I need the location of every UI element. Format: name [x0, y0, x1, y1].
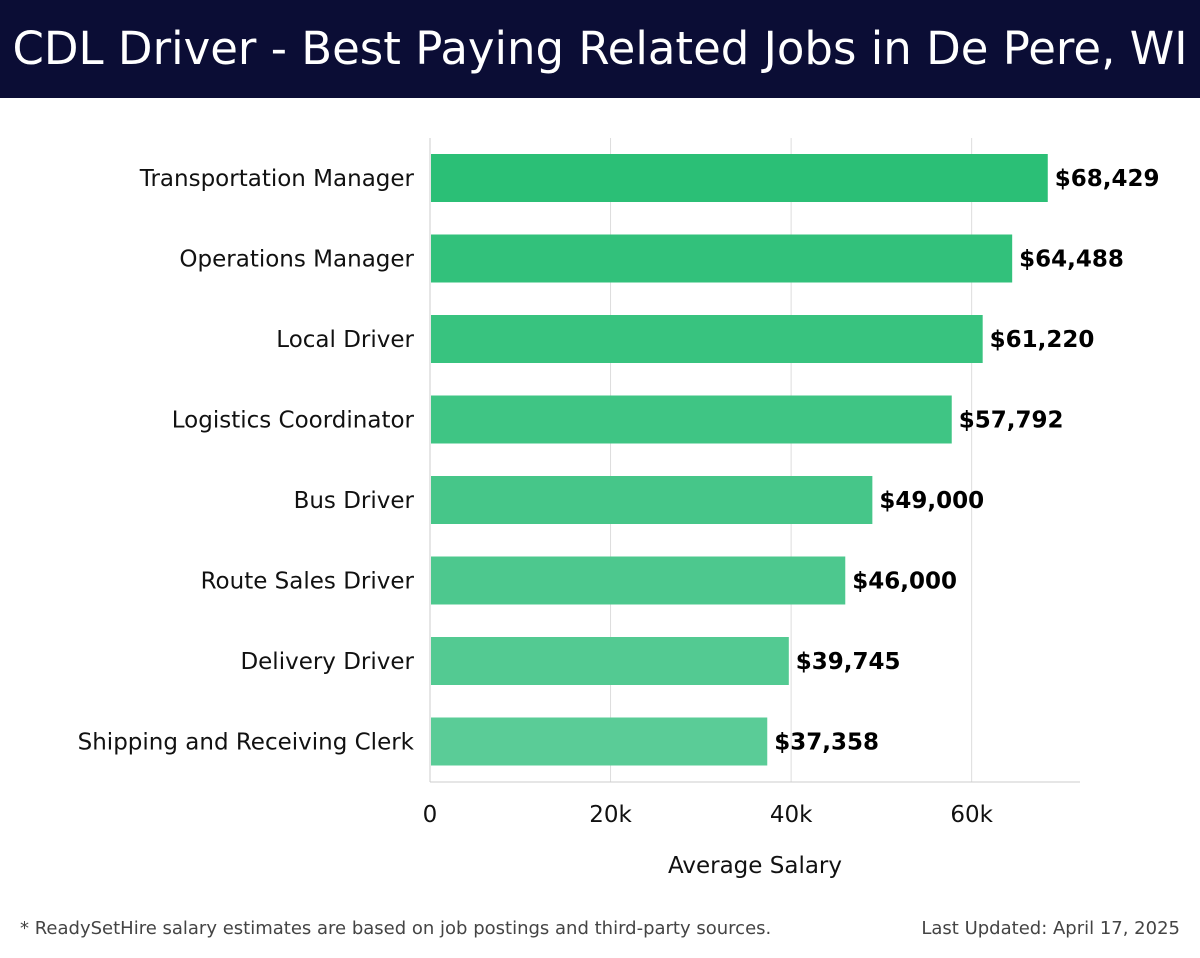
bar — [431, 637, 789, 685]
category-label: Logistics Coordinator — [172, 408, 415, 434]
category-label: Shipping and Receiving Clerk — [78, 730, 415, 756]
bar — [431, 476, 873, 524]
last-updated: Last Updated: April 17, 2025 — [921, 918, 1180, 939]
value-label: $57,792 — [959, 408, 1064, 434]
value-label: $68,429 — [1055, 166, 1160, 192]
chart-title: CDL Driver - Best Paying Related Jobs in… — [12, 22, 1188, 75]
value-label: $64,488 — [1019, 247, 1124, 273]
value-label: $61,220 — [990, 327, 1095, 353]
bar — [431, 315, 983, 363]
x-tick-label: 0 — [423, 802, 438, 828]
category-label: Operations Manager — [179, 247, 414, 273]
value-label: $39,745 — [796, 649, 901, 675]
category-label: Bus Driver — [294, 488, 415, 514]
category-label: Local Driver — [276, 327, 414, 353]
x-tick-label: 60k — [950, 802, 993, 828]
bar — [431, 717, 768, 766]
x-tick-label: 40k — [770, 802, 813, 828]
x-axis-title: Average Salary — [668, 853, 842, 879]
category-label: Delivery Driver — [240, 649, 414, 675]
bar — [431, 154, 1048, 202]
value-label: $37,358 — [774, 730, 879, 756]
footer-note: * ReadySetHire salary estimates are base… — [20, 918, 772, 939]
title-bar: CDL Driver - Best Paying Related Jobs in… — [0, 0, 1200, 98]
category-label: Route Sales Driver — [201, 569, 415, 595]
bar — [431, 395, 952, 444]
value-label: $46,000 — [852, 569, 957, 595]
value-label: $49,000 — [879, 488, 984, 514]
x-tick-label: 20k — [589, 802, 632, 828]
bar — [431, 234, 1013, 283]
category-label: Transportation Manager — [139, 166, 415, 192]
bar — [431, 556, 846, 605]
